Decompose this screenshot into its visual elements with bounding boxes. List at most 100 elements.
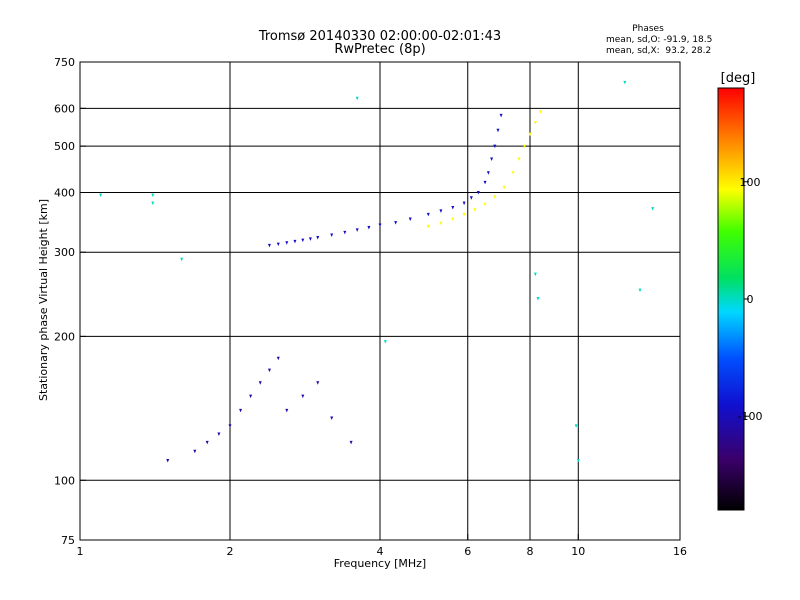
data-point (473, 208, 477, 212)
y-tick-label: 600 (54, 102, 75, 115)
data-point (293, 239, 297, 244)
phase-stats-o: mean, sd,O: -91.9, 18.5 (606, 35, 712, 45)
data-point (205, 440, 209, 445)
data-point (493, 144, 497, 149)
data-point (308, 237, 312, 241)
colorbar-ticks: 100 0 -100 (738, 176, 763, 423)
data-point (383, 340, 387, 344)
data-point (574, 424, 578, 428)
data-point (502, 185, 506, 190)
y-tick-label: 100 (54, 474, 75, 487)
data-point (496, 128, 500, 133)
data-point (301, 394, 305, 399)
data-point (180, 257, 184, 262)
data-point (355, 228, 359, 232)
colorbar (717, 87, 745, 511)
data-point (451, 206, 455, 210)
data-point (285, 408, 289, 413)
data-point (239, 408, 243, 413)
data-point (439, 209, 443, 213)
data-point (99, 193, 103, 198)
data-point (462, 201, 466, 206)
data-point (451, 217, 455, 222)
x-tick-label: 16 (673, 545, 687, 558)
data-point (355, 96, 359, 101)
data-point (576, 458, 580, 463)
data-point (367, 225, 371, 230)
data-point (517, 157, 521, 162)
data-point (499, 113, 503, 118)
data-point (228, 424, 232, 428)
data-point (493, 195, 497, 199)
data-point (511, 171, 515, 175)
x-tick-label: 6 (464, 545, 471, 558)
data-point (486, 171, 490, 175)
data-point (476, 190, 480, 195)
colorbar-tick-label: 0 (747, 293, 754, 306)
y-tick-label: 500 (54, 140, 75, 153)
data-point (651, 207, 655, 211)
data-point (258, 381, 262, 385)
data-point (462, 212, 466, 217)
data-point (276, 242, 280, 247)
x-axis-label: Frequency [MHz] (334, 557, 426, 570)
chart-subtitle: RwPretec (8p) (334, 42, 425, 57)
data-point (483, 180, 487, 185)
data-point (426, 212, 430, 217)
colorbar-tick-label: -100 (738, 410, 763, 423)
y-tick-label: 75 (61, 534, 75, 547)
data-point (394, 221, 398, 225)
y-tick-label: 750 (54, 56, 75, 69)
data-point (638, 288, 642, 293)
data-point (426, 224, 430, 229)
data-points (99, 80, 655, 463)
data-point (330, 233, 334, 237)
y-tick-label: 300 (54, 246, 75, 259)
x-tick-label: 1 (77, 545, 84, 558)
data-point (276, 356, 280, 361)
data-point (267, 243, 271, 248)
data-point (408, 217, 412, 222)
data-point (151, 193, 155, 198)
data-point (316, 236, 320, 240)
phase-stats-header: Phases (632, 24, 664, 34)
data-point (343, 230, 347, 235)
y-tick-label: 400 (54, 186, 75, 199)
data-point (193, 449, 197, 454)
data-point (483, 202, 487, 207)
y-axis-ticks: 75 100 200 300 400 500 600 750 (54, 56, 86, 547)
data-point (249, 394, 253, 399)
phase-stats-x: mean, sd,X: 93.2, 28.2 (606, 46, 711, 56)
data-point (533, 121, 537, 125)
data-point (490, 157, 494, 162)
data-point (330, 416, 334, 420)
data-point (349, 440, 353, 445)
data-point (166, 458, 170, 463)
data-point (623, 80, 627, 85)
data-point (539, 110, 543, 114)
data-point (523, 144, 527, 149)
data-point (469, 196, 473, 200)
data-point (378, 223, 382, 228)
data-point (439, 221, 443, 226)
colorbar-label: [deg] (721, 71, 756, 86)
data-point (267, 368, 271, 373)
y-tick-label: 200 (54, 330, 75, 343)
x-tick-label: 10 (571, 545, 585, 558)
data-point (536, 297, 540, 301)
chart-title: Tromsø 20140330 02:00:00-02:01:43 (258, 29, 501, 44)
y-axis-label: Stationary phase Virtual Height [km] (37, 199, 50, 401)
data-point (151, 201, 155, 206)
data-point (316, 381, 320, 385)
data-point (533, 272, 537, 277)
x-tick-label: 2 (227, 545, 234, 558)
grid-lines (80, 62, 680, 540)
colorbar-tick-label: 100 (740, 176, 761, 189)
x-tick-label: 8 (527, 545, 534, 558)
data-point (217, 432, 221, 436)
data-point (285, 241, 289, 245)
x-tick-label: 4 (377, 545, 384, 558)
data-point (301, 238, 305, 243)
x-axis-ticks: 1 2 4 6 8 10 16 (77, 534, 687, 558)
